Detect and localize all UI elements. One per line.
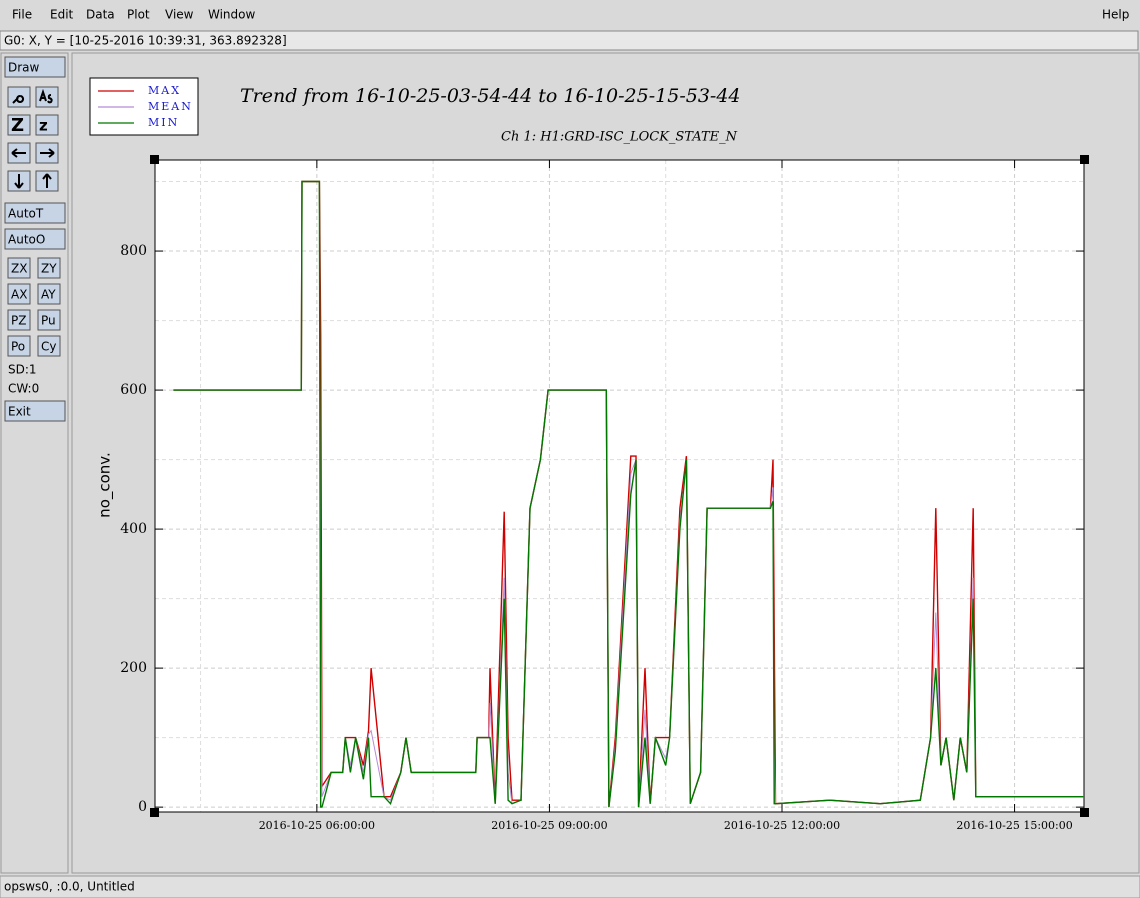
x-tick-label: 2016-10-25 15:00:00 bbox=[956, 819, 1072, 832]
draw-button[interactable] bbox=[4, 56, 66, 78]
y-tick-label: 400 bbox=[120, 521, 147, 537]
icon-glyph bbox=[12, 95, 25, 104]
tool-button-label: AX bbox=[11, 288, 27, 302]
x-tick-label: 2016-10-25 12:00:00 bbox=[724, 819, 840, 832]
series-line bbox=[173, 180, 1084, 808]
y-tick-label: 600 bbox=[120, 382, 147, 398]
draw-button-label: Draw bbox=[8, 61, 40, 75]
y-axis-label: no_conv. bbox=[96, 452, 115, 518]
tool-button[interactable] bbox=[7, 257, 31, 279]
legend: MAX MEAN MIN bbox=[98, 84, 193, 129]
series-lines bbox=[173, 180, 1084, 808]
menu-help[interactable]: Help bbox=[1102, 8, 1129, 22]
tool-button-label: ZX bbox=[11, 262, 27, 276]
autoo-button[interactable] bbox=[4, 228, 66, 250]
icon-glyph bbox=[40, 148, 55, 158]
y-tick-label: 0 bbox=[138, 799, 147, 815]
zoom-out-button[interactable] bbox=[35, 114, 59, 136]
tool-button-label: Po bbox=[11, 340, 25, 354]
tool-button-label: AY bbox=[41, 288, 56, 302]
menu-item[interactable]: Plot bbox=[127, 8, 150, 22]
footer-text: opsws0, :0.0, Untitled bbox=[4, 880, 135, 894]
cw-label: CW:0 bbox=[8, 382, 39, 396]
plot-area bbox=[155, 160, 1084, 812]
legend-label: MEAN bbox=[148, 100, 193, 113]
tool-button-label: Cy bbox=[41, 340, 56, 354]
footer-bar bbox=[0, 875, 1140, 898]
corner-handle[interactable] bbox=[1080, 155, 1089, 164]
chart-title: Trend from 16-10-25-03-54-44 to 16-10-25… bbox=[240, 85, 741, 107]
icon-glyph bbox=[14, 174, 24, 189]
autot-button-label: AutoT bbox=[8, 207, 44, 221]
menu-item[interactable]: Edit bbox=[50, 8, 74, 22]
corner-handle[interactable] bbox=[150, 155, 159, 164]
menu-item[interactable]: File bbox=[12, 8, 32, 22]
icon-glyph bbox=[39, 88, 53, 104]
tool-button[interactable] bbox=[37, 335, 61, 357]
icon-glyph bbox=[11, 148, 26, 158]
exit-button-label: Exit bbox=[8, 405, 31, 419]
icon-button[interactable] bbox=[35, 86, 59, 108]
plot-frame bbox=[154, 159, 1085, 813]
tool-button[interactable] bbox=[37, 283, 61, 305]
tool-button[interactable] bbox=[37, 309, 61, 331]
legend-label: MAX bbox=[148, 84, 181, 97]
y-tick-label: 200 bbox=[120, 660, 147, 676]
toolbar: Draw Z z AutoT AutoO ZX ZY AX AY PZ Pu Po Cy SD:1 CW:0… bbox=[4, 56, 66, 422]
axes: 0 200 400 600 800 2016-10-25 06:00:00 2016-10-… bbox=[120, 160, 1084, 832]
tool-button-label: PZ bbox=[11, 314, 26, 328]
tool-button[interactable] bbox=[7, 309, 31, 331]
tool-button[interactable] bbox=[7, 283, 31, 305]
exit-button[interactable] bbox=[4, 400, 66, 422]
legend-label: MIN bbox=[148, 116, 179, 129]
y-tick-label: 800 bbox=[120, 243, 147, 259]
autoo-button-label: AutoO bbox=[8, 233, 45, 247]
autot-button[interactable] bbox=[4, 202, 66, 224]
tool-button-label: Pu bbox=[41, 314, 56, 328]
menu-item[interactable]: View bbox=[165, 8, 194, 22]
tool-button[interactable] bbox=[7, 335, 31, 357]
menu-item[interactable]: Data bbox=[86, 8, 115, 22]
sd-label: SD:1 bbox=[8, 363, 37, 377]
icon-glyph bbox=[42, 173, 52, 188]
zoom-in-button[interactable] bbox=[7, 114, 31, 136]
menu-item[interactable]: Window bbox=[208, 8, 256, 22]
tool-button[interactable] bbox=[37, 257, 61, 279]
corner-handle[interactable] bbox=[150, 808, 159, 817]
zoom-out-button-label: z bbox=[39, 117, 48, 135]
status-field bbox=[0, 30, 1139, 51]
x-tick-label: 2016-10-25 06:00:00 bbox=[259, 819, 375, 832]
chart-subtitle: Ch 1: H1:GRD-ISC_LOCK_STATE_N bbox=[501, 130, 738, 145]
zoom-in-button-label: Z bbox=[11, 115, 24, 136]
corner-handle[interactable] bbox=[1080, 808, 1089, 817]
status-text: G0: X, Y = [10-25-2016 10:39:31, 363.892… bbox=[4, 34, 287, 48]
tool-button-label: ZY bbox=[41, 262, 57, 276]
menu-bar: File Edit Data Plot View Window bbox=[12, 8, 256, 22]
x-tick-label: 2016-10-25 09:00:00 bbox=[491, 819, 607, 832]
